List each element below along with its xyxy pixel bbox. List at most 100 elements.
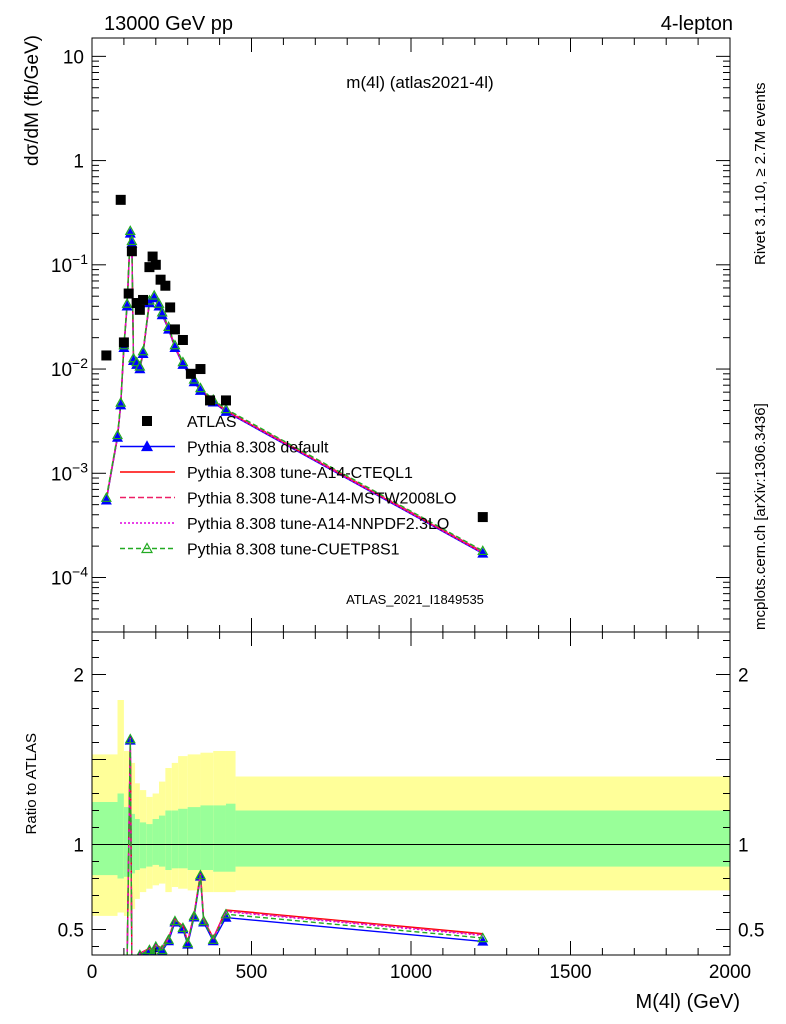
data-point (185, 368, 196, 379)
uncertainty-band-green (225, 803, 236, 872)
ratio-y-tick-label-right: 2 (738, 666, 749, 687)
y-tick-label: 10−2 (51, 355, 88, 381)
uncertainty-band-green (178, 808, 188, 869)
mc-marker-cuetp8s1 (131, 356, 143, 367)
data-point (101, 350, 112, 361)
header-right: 4-lepton (661, 13, 733, 35)
data-point (131, 298, 142, 309)
mc-marker-cuetp8s1 (126, 235, 138, 246)
ratio-y-tick-label-right: 0.5 (738, 921, 764, 942)
mcplots-label: mcplots.cern.ch [arXiv:1306.3436] (752, 403, 769, 630)
y-tick-label: 1 (73, 152, 84, 173)
x-tick-label: 500 (236, 962, 268, 983)
data-point (160, 280, 171, 291)
ratio-marker-cuetp8s1 (169, 915, 181, 926)
legend-marker-default (140, 440, 154, 452)
mc-marker-cuetp8s1 (194, 382, 206, 393)
mc-marker-default (112, 431, 124, 442)
ratio-y-tick-label: 1 (73, 836, 84, 857)
data-point (195, 364, 206, 375)
mc-marker-cuetp8s1 (100, 491, 112, 502)
mc-marker-default (194, 384, 206, 395)
x-tick-label: 1500 (549, 962, 591, 983)
legend-label-5: Pythia 8.308 tune-CUETP8S1 (187, 542, 400, 559)
ratio-y-tick-label: 2 (73, 666, 84, 687)
mc-marker-default (124, 227, 136, 238)
mc-marker-default (188, 376, 200, 387)
ratio-y-tick-label: 0.5 (58, 921, 84, 942)
uncertainty-band-green (235, 810, 731, 867)
main-plot-panel: m(4l) (atlas2021-4l) ATLAS_2021_I1849535… (22, 35, 731, 633)
uncertainty-band-green (213, 805, 226, 872)
data-point (477, 512, 488, 523)
y-tick-label: 10−1 (51, 251, 88, 277)
ratio-marker-cuetp8s1 (127, 959, 136, 967)
x-tick-label: 2000 (709, 962, 751, 983)
mc-marker-cuetp8s1 (134, 360, 146, 371)
mc-marker-cuetp8s1 (127, 352, 139, 363)
mc-marker-default (148, 292, 160, 303)
data-point (126, 246, 137, 257)
ratio-marker-cuetp8s1 (148, 947, 157, 955)
data-point (134, 304, 145, 315)
mc-marker-cuetp8s1 (112, 429, 124, 440)
legend-label-0: ATLAS (187, 414, 237, 431)
ratio-marker-cuetp8s1 (129, 976, 138, 984)
y-axis-label: dσ/dM (fb/GeV) (22, 35, 43, 166)
mc-marker-cuetp8s1 (220, 403, 232, 414)
ratio-curves (123, 733, 489, 985)
mc-marker-default (134, 363, 146, 374)
data-point (118, 337, 129, 348)
mc-marker-default (121, 300, 133, 311)
ratio-marker-cuetp8s1 (163, 933, 175, 944)
rivet-label: Rivet 3.1.10, ≥ 2.7M events (752, 83, 769, 266)
ratio-y-tick-label-right: 1 (738, 836, 749, 857)
uncertainty-band-green (123, 807, 131, 877)
mc-marker-default (169, 342, 181, 352)
ratio-marker-default (129, 977, 138, 985)
mc-marker-cuetp8s1 (156, 306, 168, 317)
mc-marker-cuetp8s1 (188, 373, 200, 384)
uncertainty-band-green (92, 802, 118, 876)
uncertainty-band-green (171, 810, 179, 869)
y-tick-label: 10 (63, 47, 84, 68)
uncertainty-band-green (187, 807, 201, 870)
ratio-marker-default (123, 960, 132, 968)
data-point (220, 395, 231, 406)
ratio-marker-cuetp8s1 (182, 937, 194, 948)
uncertainty-band-green (139, 822, 147, 869)
mc-marker-cuetp8s1 (477, 545, 489, 556)
data-point (205, 395, 216, 406)
uncertainty-band-green (117, 793, 124, 879)
ratio-marker-cuetp8s1 (198, 915, 210, 926)
uncertainty-band-green (165, 810, 172, 870)
mc-marker-cuetp8s1 (148, 289, 160, 300)
data-point (144, 262, 155, 273)
ratio-marker-cuetp8s1 (123, 959, 132, 967)
x-axis-label: M(4l) (GeV) (636, 991, 740, 1013)
ratio-marker-cuetp8s1 (207, 933, 219, 944)
ratio-marker-cuetp8s1 (194, 869, 206, 880)
analysis-watermark: ATLAS_2021_I1849535 (346, 592, 484, 607)
mc-marker-cuetp8s1 (177, 356, 189, 367)
data-point (138, 294, 149, 305)
mc-marker-cuetp8s1 (121, 297, 133, 308)
data-point (155, 274, 166, 285)
ratio-marker-cuetp8s1 (156, 944, 168, 955)
uncertainty-band-green (158, 815, 166, 867)
legend: ATLAS Pythia 8.308 default Pythia 8.308 tu… (120, 414, 456, 559)
x-tick-label: 1000 (390, 962, 432, 983)
data-point (177, 334, 188, 345)
data-point (165, 302, 176, 313)
mc-marker-default (153, 300, 165, 311)
data-point (115, 194, 126, 205)
ratio-line-5 (126, 739, 483, 955)
uncertainty-band-green (146, 824, 153, 867)
legend-label-3: Pythia 8.308 tune-A14-MSTW2008LO (187, 491, 456, 508)
legend-marker-atlas (142, 416, 152, 426)
header-left: 13000 GeV pp (104, 13, 233, 35)
mc-marker-cuetp8s1 (124, 225, 136, 235)
plot-title: m(4l) (atlas2021-4l) (346, 73, 493, 92)
mc-marker-default (115, 399, 127, 410)
